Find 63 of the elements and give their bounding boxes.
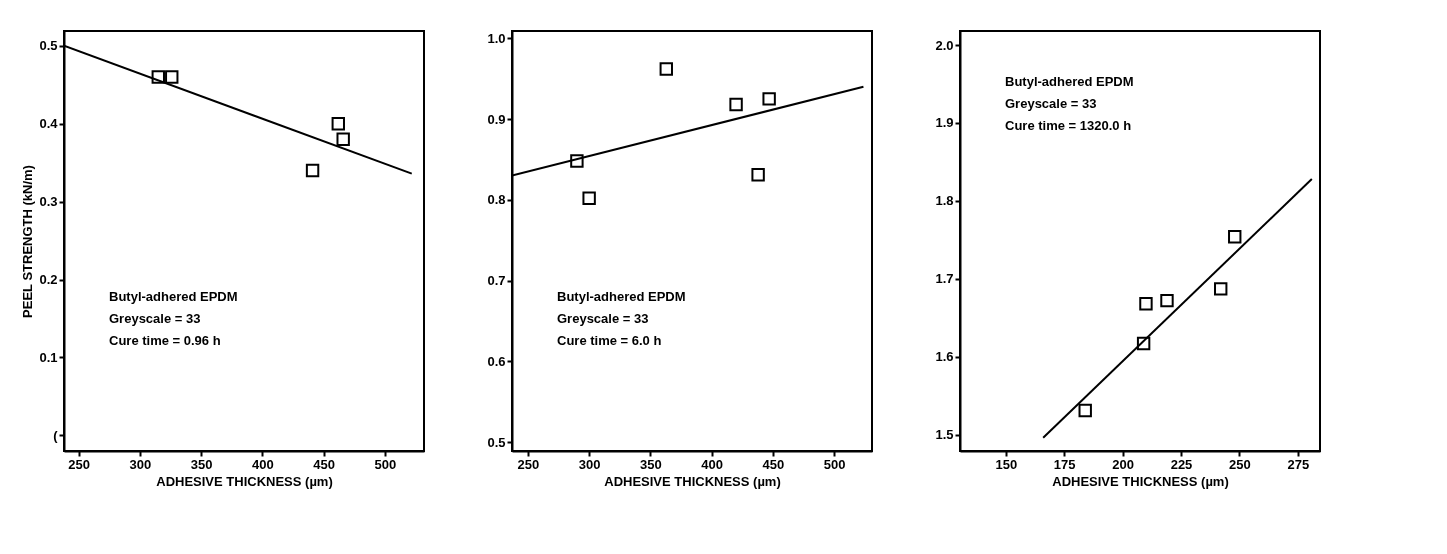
x-axis-title: ADHESIVE THICKNESS (µm): [1052, 473, 1229, 489]
y-tick-label: 0.3: [39, 194, 58, 210]
y-tick-label: 0.2: [39, 272, 58, 288]
annotation: Butyl-adhered EPDM: [557, 289, 686, 304]
y-tick-label: 0.5: [487, 434, 506, 450]
x-tick-label: 300: [129, 456, 152, 472]
annotation: Cure time = 6.0 h: [557, 333, 662, 348]
y-tick-label: 0.9: [487, 111, 506, 127]
x-tick-label: 275: [1287, 456, 1310, 472]
y-tick-label: 0.6: [487, 353, 506, 369]
annotation: Greyscale = 33: [1005, 96, 1097, 111]
y-tick-label: 1.8: [935, 193, 954, 209]
x-tick-label: 500: [374, 456, 397, 472]
point: [331, 117, 345, 131]
x-tick-label: 200: [1112, 456, 1134, 472]
point: [165, 70, 179, 84]
x-tick-label: 400: [252, 456, 274, 472]
y-tick-label: 0.5: [39, 38, 58, 54]
point: [336, 132, 350, 147]
annotation: Cure time = 1320.0 h: [1005, 118, 1132, 133]
x-tick-label: 250: [68, 456, 91, 472]
point: [1228, 230, 1242, 244]
annotation: Cure time = 0.96 h: [109, 333, 221, 348]
y-tick-label: 1.9: [935, 115, 954, 131]
x-tick-label: 450: [762, 456, 785, 472]
x-tick-label: 250: [1229, 456, 1251, 472]
y-tick-label: 0.4: [39, 116, 59, 132]
y-tick-label: 1.7: [935, 271, 954, 287]
x-tick-label: 175: [1053, 456, 1076, 472]
y-tick-label: 0.8: [487, 192, 506, 208]
point: [751, 168, 765, 182]
point: [305, 163, 320, 178]
x-tick-label: 500: [823, 456, 846, 472]
x-tick-label: 450: [313, 456, 335, 472]
x-axis-title: ADHESIVE THICKNESS (µm): [604, 473, 781, 489]
x-tick-label: 350: [190, 456, 213, 472]
point: [1139, 297, 1153, 311]
point: [659, 62, 673, 76]
y-tick-label: 1.0: [487, 30, 506, 46]
x-tick-label: 225: [1170, 456, 1193, 472]
y-tick-label: 0.7: [487, 273, 506, 289]
y-tick-label: 2.0: [935, 37, 954, 53]
annotation: Butyl-adhered EPDM: [109, 289, 238, 304]
point: [1214, 282, 1228, 296]
y-tick-label: 0.1: [39, 349, 58, 365]
x-tick-label: 150: [995, 456, 1018, 472]
y-tick-label: 1.6: [935, 349, 954, 365]
y-axis-title: PEEL STRENGTH (kN/m): [20, 165, 36, 318]
x-axis-title: ADHESIVE THICKNESS (µm): [156, 473, 333, 489]
x-tick-label: 300: [578, 456, 601, 472]
point: [1078, 403, 1092, 418]
y-tick-label: 1.5: [935, 427, 954, 443]
point: [582, 191, 596, 205]
x-tick-label: 400: [701, 456, 723, 472]
y-tick-label: (: [53, 427, 59, 443]
x-tick-label: 250: [517, 456, 540, 472]
annotation: Butyl-adhered EPDM: [1005, 74, 1134, 89]
point: [1160, 293, 1174, 308]
point: [729, 97, 743, 112]
point: [762, 92, 776, 106]
x-tick-label: 350: [640, 456, 662, 472]
annotation: Greyscale = 33: [109, 311, 201, 326]
annotation: Greyscale = 33: [557, 311, 649, 326]
